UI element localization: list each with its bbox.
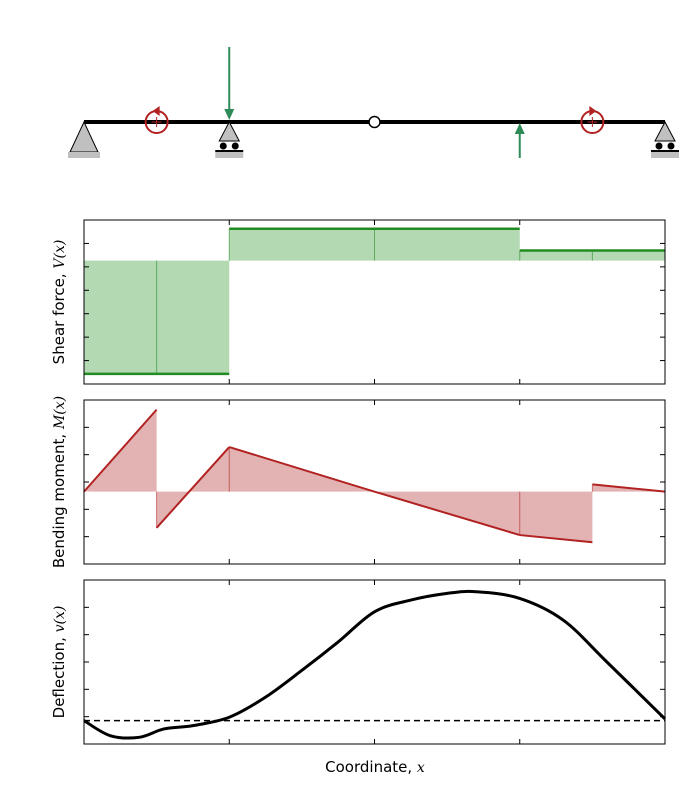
deflection-ylabel-text: Deflection, bbox=[50, 632, 68, 718]
roller-wheel bbox=[219, 142, 227, 150]
x-axis-label-text: Coordinate, bbox=[325, 758, 417, 776]
roller-wheel bbox=[231, 142, 239, 150]
support-ground bbox=[215, 152, 244, 158]
support-roller bbox=[215, 120, 244, 158]
deflection-plot bbox=[83, 579, 667, 745]
moment-arrowhead bbox=[589, 106, 597, 116]
moment-segment bbox=[83, 408, 158, 493]
hinge-circle bbox=[368, 115, 381, 129]
bending-moment-plot bbox=[83, 399, 666, 565]
beam-schematic bbox=[68, 47, 679, 158]
x-axis-label: Coordinate, x bbox=[325, 758, 425, 776]
shear-fill-area bbox=[84, 228, 665, 374]
moment-ylabel-text: Bending moment, bbox=[50, 429, 68, 568]
load-arrowhead bbox=[224, 109, 235, 120]
shear-ylabel-math: V(x) bbox=[52, 240, 68, 269]
point-load-arrow bbox=[514, 123, 525, 158]
moment-fill-area bbox=[84, 409, 665, 543]
moment-segment bbox=[155, 446, 230, 529]
roller-support-triangle bbox=[654, 120, 676, 142]
deflection-ylabel: Deflection, v(x) bbox=[50, 606, 68, 719]
moment-ylabel-math: M(x) bbox=[52, 396, 68, 430]
applied-moment-symbol bbox=[580, 106, 605, 134]
shear-force-plot bbox=[83, 219, 666, 385]
support-ground bbox=[68, 152, 100, 158]
shear-ylabel-text: Shear force, bbox=[50, 269, 68, 365]
roller-wheel bbox=[655, 142, 663, 150]
support-ground bbox=[651, 152, 679, 158]
pin-support-triangle bbox=[69, 120, 99, 153]
deflection-ylabel-math: v(x) bbox=[52, 606, 68, 633]
roller-support-triangle bbox=[218, 120, 241, 142]
x-axis-label-math: x bbox=[417, 760, 425, 776]
moment-segment bbox=[374, 490, 521, 537]
deflection-axes-frame bbox=[83, 579, 666, 745]
moment-segment bbox=[592, 483, 666, 493]
support-roller bbox=[651, 120, 679, 158]
moment-segment bbox=[519, 534, 593, 544]
shear-ylabel: Shear force, V(x) bbox=[50, 240, 68, 365]
support-pin bbox=[68, 120, 100, 158]
moment-arrowhead bbox=[152, 106, 160, 116]
deflection-curve bbox=[83, 589, 667, 740]
load-arrowhead bbox=[514, 123, 525, 134]
point-load-arrow bbox=[224, 47, 235, 120]
moment-ylabel: Bending moment, M(x) bbox=[50, 396, 68, 568]
roller-wheel bbox=[667, 142, 675, 150]
moment-segment bbox=[228, 446, 375, 493]
applied-moment-symbol bbox=[144, 106, 169, 134]
